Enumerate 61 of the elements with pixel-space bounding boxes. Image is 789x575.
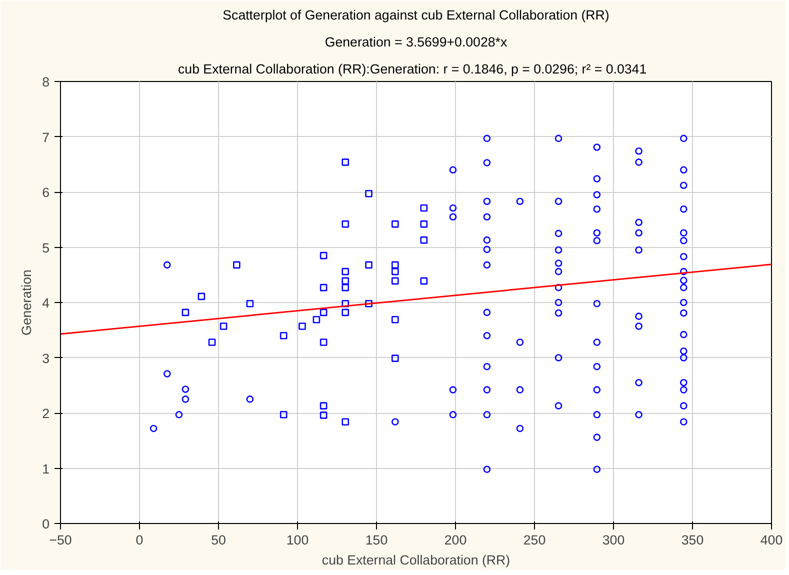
point xyxy=(365,300,372,308)
y-tick-label: 3 xyxy=(42,350,50,366)
x-tick-label: 350 xyxy=(681,532,704,548)
point xyxy=(233,261,240,269)
point xyxy=(342,268,350,276)
x-tick-label: 400 xyxy=(760,532,783,548)
chart-subtitle: Generation = 3.5699+0.0028*x xyxy=(324,34,508,50)
x-tick-label: 100 xyxy=(286,532,309,548)
point xyxy=(320,252,328,260)
point xyxy=(320,284,328,292)
point xyxy=(391,354,399,362)
y-tick-label: 5 xyxy=(42,240,50,256)
point xyxy=(312,316,320,324)
x-tick-label: 150 xyxy=(365,532,388,548)
chart-title: Scatterplot of Generation against cub External Collaboration (RR) xyxy=(222,8,610,22)
y-tick-label: 6 xyxy=(42,185,50,200)
x-tick-label: 250 xyxy=(523,532,546,548)
x-tick-label: 0 xyxy=(136,532,144,548)
point xyxy=(208,338,216,346)
y-tick-label: 2 xyxy=(42,406,50,421)
point xyxy=(246,300,254,308)
point xyxy=(320,412,328,419)
y-axis-title: Generation xyxy=(19,270,34,336)
point xyxy=(420,220,428,228)
x-tick-label: 50 xyxy=(211,532,226,548)
point xyxy=(342,284,350,292)
y-tick-label: 4 xyxy=(42,296,50,310)
y-tick-label: 8 xyxy=(42,74,50,90)
point xyxy=(420,236,428,244)
point xyxy=(298,322,306,330)
point xyxy=(391,316,399,324)
y-tick-label: 1 xyxy=(42,461,50,476)
point xyxy=(342,277,350,285)
point xyxy=(182,308,190,316)
x-tick-label: −50 xyxy=(49,532,72,548)
point xyxy=(342,300,350,308)
point xyxy=(342,158,350,166)
point xyxy=(280,411,288,418)
point xyxy=(420,204,428,212)
point xyxy=(365,261,372,269)
point xyxy=(320,402,328,410)
point xyxy=(391,220,399,228)
point xyxy=(365,190,372,198)
point xyxy=(198,292,206,300)
x-axis-title: cub External Collaboration (RR) xyxy=(322,552,510,568)
point xyxy=(420,277,428,285)
text: cub External Collaboration (RR):Generation: r = 0.1846, p = 0.0296; r² = 0.0341 xyxy=(178,62,647,76)
point xyxy=(391,277,399,285)
point xyxy=(280,332,288,340)
x-tick-label: 200 xyxy=(444,532,467,548)
point xyxy=(342,308,350,316)
point xyxy=(220,322,228,330)
y-tick-label: 7 xyxy=(42,130,50,145)
point xyxy=(320,308,328,316)
point xyxy=(391,261,399,269)
point xyxy=(342,220,350,228)
point xyxy=(391,268,399,276)
y-tick-label: 0 xyxy=(42,516,50,532)
point xyxy=(320,338,328,346)
x-tick-label: 300 xyxy=(602,532,625,548)
point xyxy=(342,418,350,426)
